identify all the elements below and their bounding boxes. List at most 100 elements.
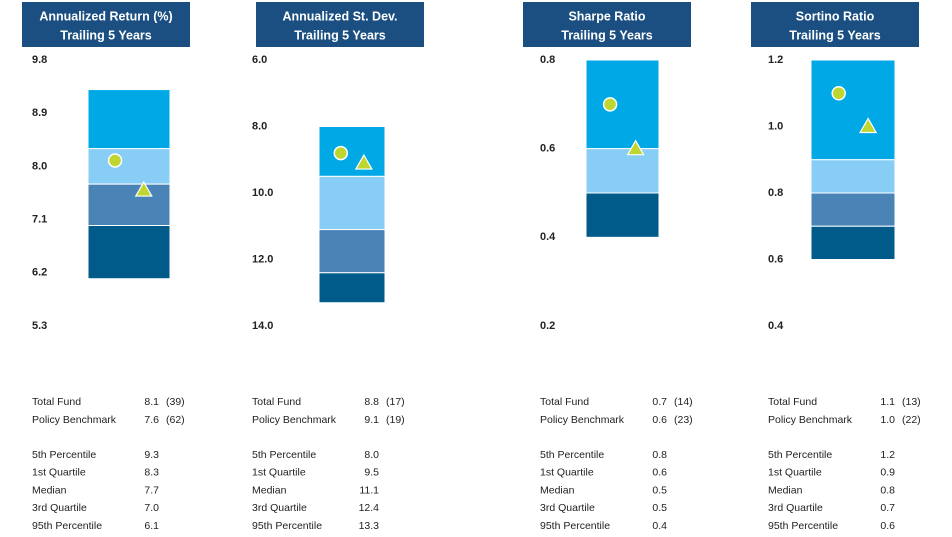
percentile-name: 3rd Quartile — [768, 502, 823, 514]
total-fund-marker — [602, 97, 618, 112]
percentile-value: 0.8 — [652, 449, 667, 461]
value-label: 9.1 — [364, 414, 379, 426]
y-tick-label: 0.6 — [768, 253, 783, 265]
value-label: 1.1 — [880, 396, 895, 408]
percentile-value: 13.3 — [359, 520, 380, 532]
percentile-name: 3rd Quartile — [540, 502, 595, 514]
percentile-value: 0.5 — [652, 502, 667, 514]
y-tick-label: 7.1 — [32, 214, 47, 226]
y-tick-label: 6.0 — [252, 54, 267, 66]
percentile-name: 5th Percentile — [252, 449, 316, 461]
percentile-value: 8.0 — [364, 449, 379, 461]
chart-panel: Annualized St. Dev. Trailing 5 Years 6.0 8.… — [252, 2, 424, 532]
rank-label: (62) — [166, 414, 185, 426]
percentile-segment — [87, 89, 171, 150]
percentile-name: 5th Percentile — [540, 449, 604, 461]
percentile-value: 0.4 — [652, 520, 667, 532]
percentile-segment — [585, 59, 660, 150]
percentile-name: 95th Percentile — [540, 520, 610, 532]
value-label: 8.1 — [144, 396, 159, 408]
chart-subtitle: Trailing 5 Years — [60, 28, 152, 42]
percentile-segment — [87, 225, 171, 280]
chart-title: Annualized St. Dev. — [282, 9, 397, 23]
legend-name: Total Fund — [540, 396, 589, 408]
legend-name: Total Fund — [768, 396, 817, 408]
y-tick-label: 0.8 — [540, 54, 555, 66]
percentile-value: 1.2 — [880, 449, 895, 461]
percentile-name: Median — [540, 484, 575, 496]
benchmark-marker — [626, 139, 645, 156]
chart-panel: Annualized Return (%) Trailing 5 Years 9.8… — [22, 2, 190, 532]
legend-name: Policy Benchmark — [540, 414, 625, 426]
percentile-value: 0.5 — [652, 484, 667, 496]
legend-name: Total Fund — [252, 396, 301, 408]
percentile-name: 95th Percentile — [768, 520, 838, 532]
panel-header — [256, 2, 424, 47]
percentile-name: 3rd Quartile — [252, 502, 307, 514]
percentile-segment — [318, 272, 386, 304]
value-label: 0.6 — [652, 414, 667, 426]
percentile-name: 1st Quartile — [768, 467, 822, 479]
chart-panel: Sortino Ratio Trailing 5 Years 1.2 1.0 0.8 0.… — [751, 2, 921, 532]
panel-header — [523, 2, 691, 47]
chart-title: Annualized Return (%) — [39, 9, 172, 23]
percentile-value: 7.7 — [144, 484, 159, 496]
total-fund-marker — [107, 153, 123, 168]
percentile-name: 1st Quartile — [540, 467, 594, 479]
legend-name: Policy Benchmark — [32, 414, 117, 426]
y-tick-label: 12.0 — [252, 253, 273, 265]
percentile-segment — [810, 59, 896, 161]
chart-subtitle: Trailing 5 Years — [294, 28, 386, 42]
chart-panel: Sharpe Ratio Trailing 5 Years 0.8 0.6 0.4 0.2… — [523, 2, 693, 532]
percentile-segment — [585, 148, 660, 194]
percentile-value: 7.0 — [144, 502, 159, 514]
percentile-segment — [810, 225, 896, 260]
percentile-value: 12.4 — [359, 502, 380, 514]
panel-header — [22, 2, 190, 47]
rank-label: (19) — [386, 414, 405, 426]
percentile-value: 0.7 — [880, 502, 895, 514]
y-tick-label: 10.0 — [252, 187, 273, 199]
benchmark-marker — [354, 153, 373, 170]
percentile-segment — [318, 229, 386, 274]
percentile-value: 0.6 — [880, 520, 895, 532]
total-fund-marker — [333, 145, 349, 161]
rank-label: (14) — [674, 396, 693, 408]
y-tick-label: 1.2 — [768, 54, 783, 66]
percentile-name: 1st Quartile — [32, 467, 86, 479]
rank-label: (13) — [902, 396, 921, 408]
y-tick-label: 8.9 — [32, 107, 47, 119]
percentile-name: 5th Percentile — [768, 449, 832, 461]
percentile-name: Median — [32, 484, 67, 496]
percentile-segment — [318, 175, 386, 231]
percentile-name: 95th Percentile — [32, 520, 102, 532]
legend-name: Total Fund — [32, 396, 81, 408]
value-label: 1.0 — [880, 414, 895, 426]
y-tick-label: 6.2 — [32, 267, 47, 279]
percentile-name: Median — [768, 484, 803, 496]
y-tick-label: 0.4 — [768, 320, 784, 332]
percentile-name: 5th Percentile — [32, 449, 96, 461]
percentile-segment — [810, 159, 896, 194]
rank-label: (23) — [674, 414, 693, 426]
percentile-name: Median — [252, 484, 287, 496]
percentile-segment — [87, 148, 171, 185]
percentile-name: 95th Percentile — [252, 520, 322, 532]
y-tick-label: 0.6 — [540, 143, 555, 155]
value-label: 0.7 — [652, 396, 667, 408]
y-tick-label: 0.8 — [768, 187, 783, 199]
percentile-value: 6.1 — [144, 520, 159, 532]
chart-subtitle: Trailing 5 Years — [561, 28, 653, 42]
y-tick-label: 14.0 — [252, 320, 273, 332]
percentile-value: 0.9 — [880, 467, 895, 479]
percentile-value: 9.5 — [364, 467, 379, 479]
legend-name: Policy Benchmark — [768, 414, 853, 426]
chart-title: Sharpe Ratio — [568, 9, 645, 23]
percentile-value: 9.3 — [144, 449, 159, 461]
y-tick-label: 1.0 — [768, 120, 783, 132]
percentile-value: 11.1 — [359, 484, 379, 496]
y-tick-label: 5.3 — [32, 320, 47, 332]
chart-title: Sortino Ratio — [796, 9, 875, 23]
panel-header — [751, 2, 919, 47]
